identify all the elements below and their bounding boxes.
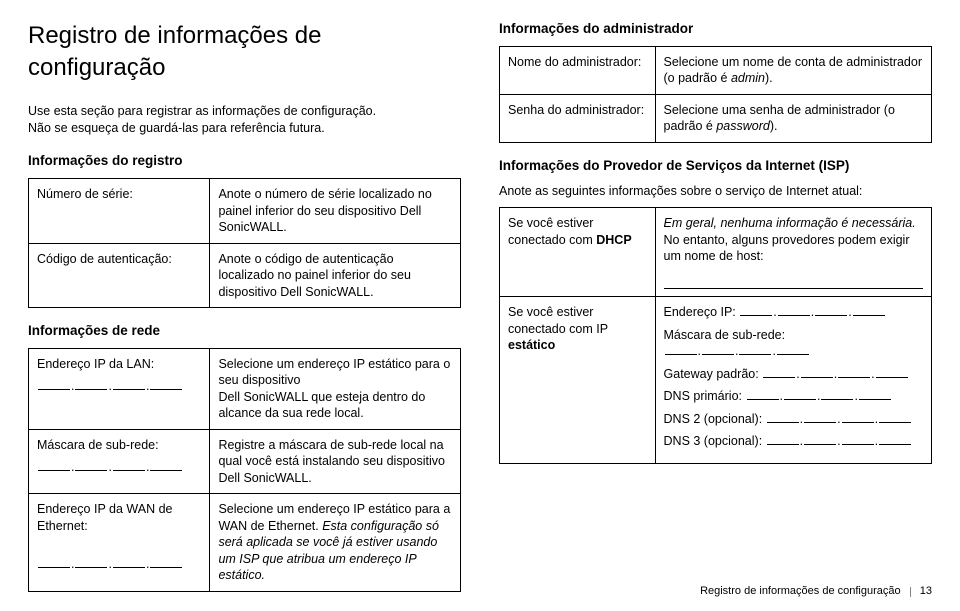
wan-ip-value: Selecione um endereço IP estático para a…	[210, 494, 461, 592]
table-row: Endereço IP da WAN de Ethernet: ... Sele…	[29, 494, 461, 592]
footer-text: Registro de informações de configuração	[700, 585, 901, 597]
table-row: Se você estiver conectado com DHCP Em ge…	[500, 208, 932, 297]
subnet-value: Registre a máscara de sub-rede local na …	[210, 429, 461, 494]
static-value: Endereço IP: ... Máscara de sub-rede:...…	[655, 297, 931, 464]
admin-pass-value: Selecione uma senha de administrador (o …	[655, 94, 931, 142]
lan-ip-value: Selecione um endereço IP estático para o…	[210, 348, 461, 429]
table-row: Senha do administrador: Selecione uma se…	[500, 94, 932, 142]
auth-code-label: Código de autenticação:	[29, 243, 210, 308]
wan-ip-label: Endereço IP da WAN de Ethernet: ...	[29, 494, 210, 592]
serial-label: Número de série:	[29, 179, 210, 244]
registry-table: Número de série: Anote o número de série…	[28, 178, 461, 308]
dhcp-label: Se você estiver conectado com DHCP	[500, 208, 656, 297]
page-footer: Registro de informações de configuração …	[700, 584, 932, 599]
intro-text: Use esta seção para registrar as informa…	[28, 103, 461, 136]
network-table: Endereço IP da LAN: ... Selecione um end…	[28, 348, 461, 592]
footer-page: 13	[920, 585, 932, 597]
subnet-label: Máscara de sub-rede: ...	[29, 429, 210, 494]
table-row: Máscara de sub-rede: ... Registre a másc…	[29, 429, 461, 494]
isp-table: Se você estiver conectado com DHCP Em ge…	[499, 207, 932, 464]
admin-table: Nome do administrador: Selecione um nome…	[499, 46, 932, 143]
page-title: Registro de informações de configuração	[28, 20, 461, 83]
registry-heading: Informações do registro	[28, 152, 461, 170]
serial-value: Anote o número de série localizado no pa…	[210, 179, 461, 244]
isp-heading: Informações do Provedor de Serviços da I…	[499, 157, 932, 175]
table-row: Código de autenticação: Anote o código d…	[29, 243, 461, 308]
network-heading: Informações de rede	[28, 322, 461, 340]
table-row: Nome do administrador: Selecione um nome…	[500, 46, 932, 94]
auth-code-value: Anote o código de autenticação localizad…	[210, 243, 461, 308]
dhcp-value: Em geral, nenhuma informação é necessári…	[655, 208, 931, 297]
isp-subtext: Anote as seguintes informações sobre o s…	[499, 183, 932, 200]
table-row: Número de série: Anote o número de série…	[29, 179, 461, 244]
lan-ip-label: Endereço IP da LAN: ...	[29, 348, 210, 429]
admin-heading: Informações do administrador	[499, 20, 932, 38]
admin-name-label: Nome do administrador:	[500, 46, 656, 94]
static-label: Se você estiver conectado com IP estátic…	[500, 297, 656, 464]
admin-pass-label: Senha do administrador:	[500, 94, 656, 142]
table-row: Endereço IP da LAN: ... Selecione um end…	[29, 348, 461, 429]
admin-name-value: Selecione um nome de conta de administra…	[655, 46, 931, 94]
table-row: Se você estiver conectado com IP estátic…	[500, 297, 932, 464]
